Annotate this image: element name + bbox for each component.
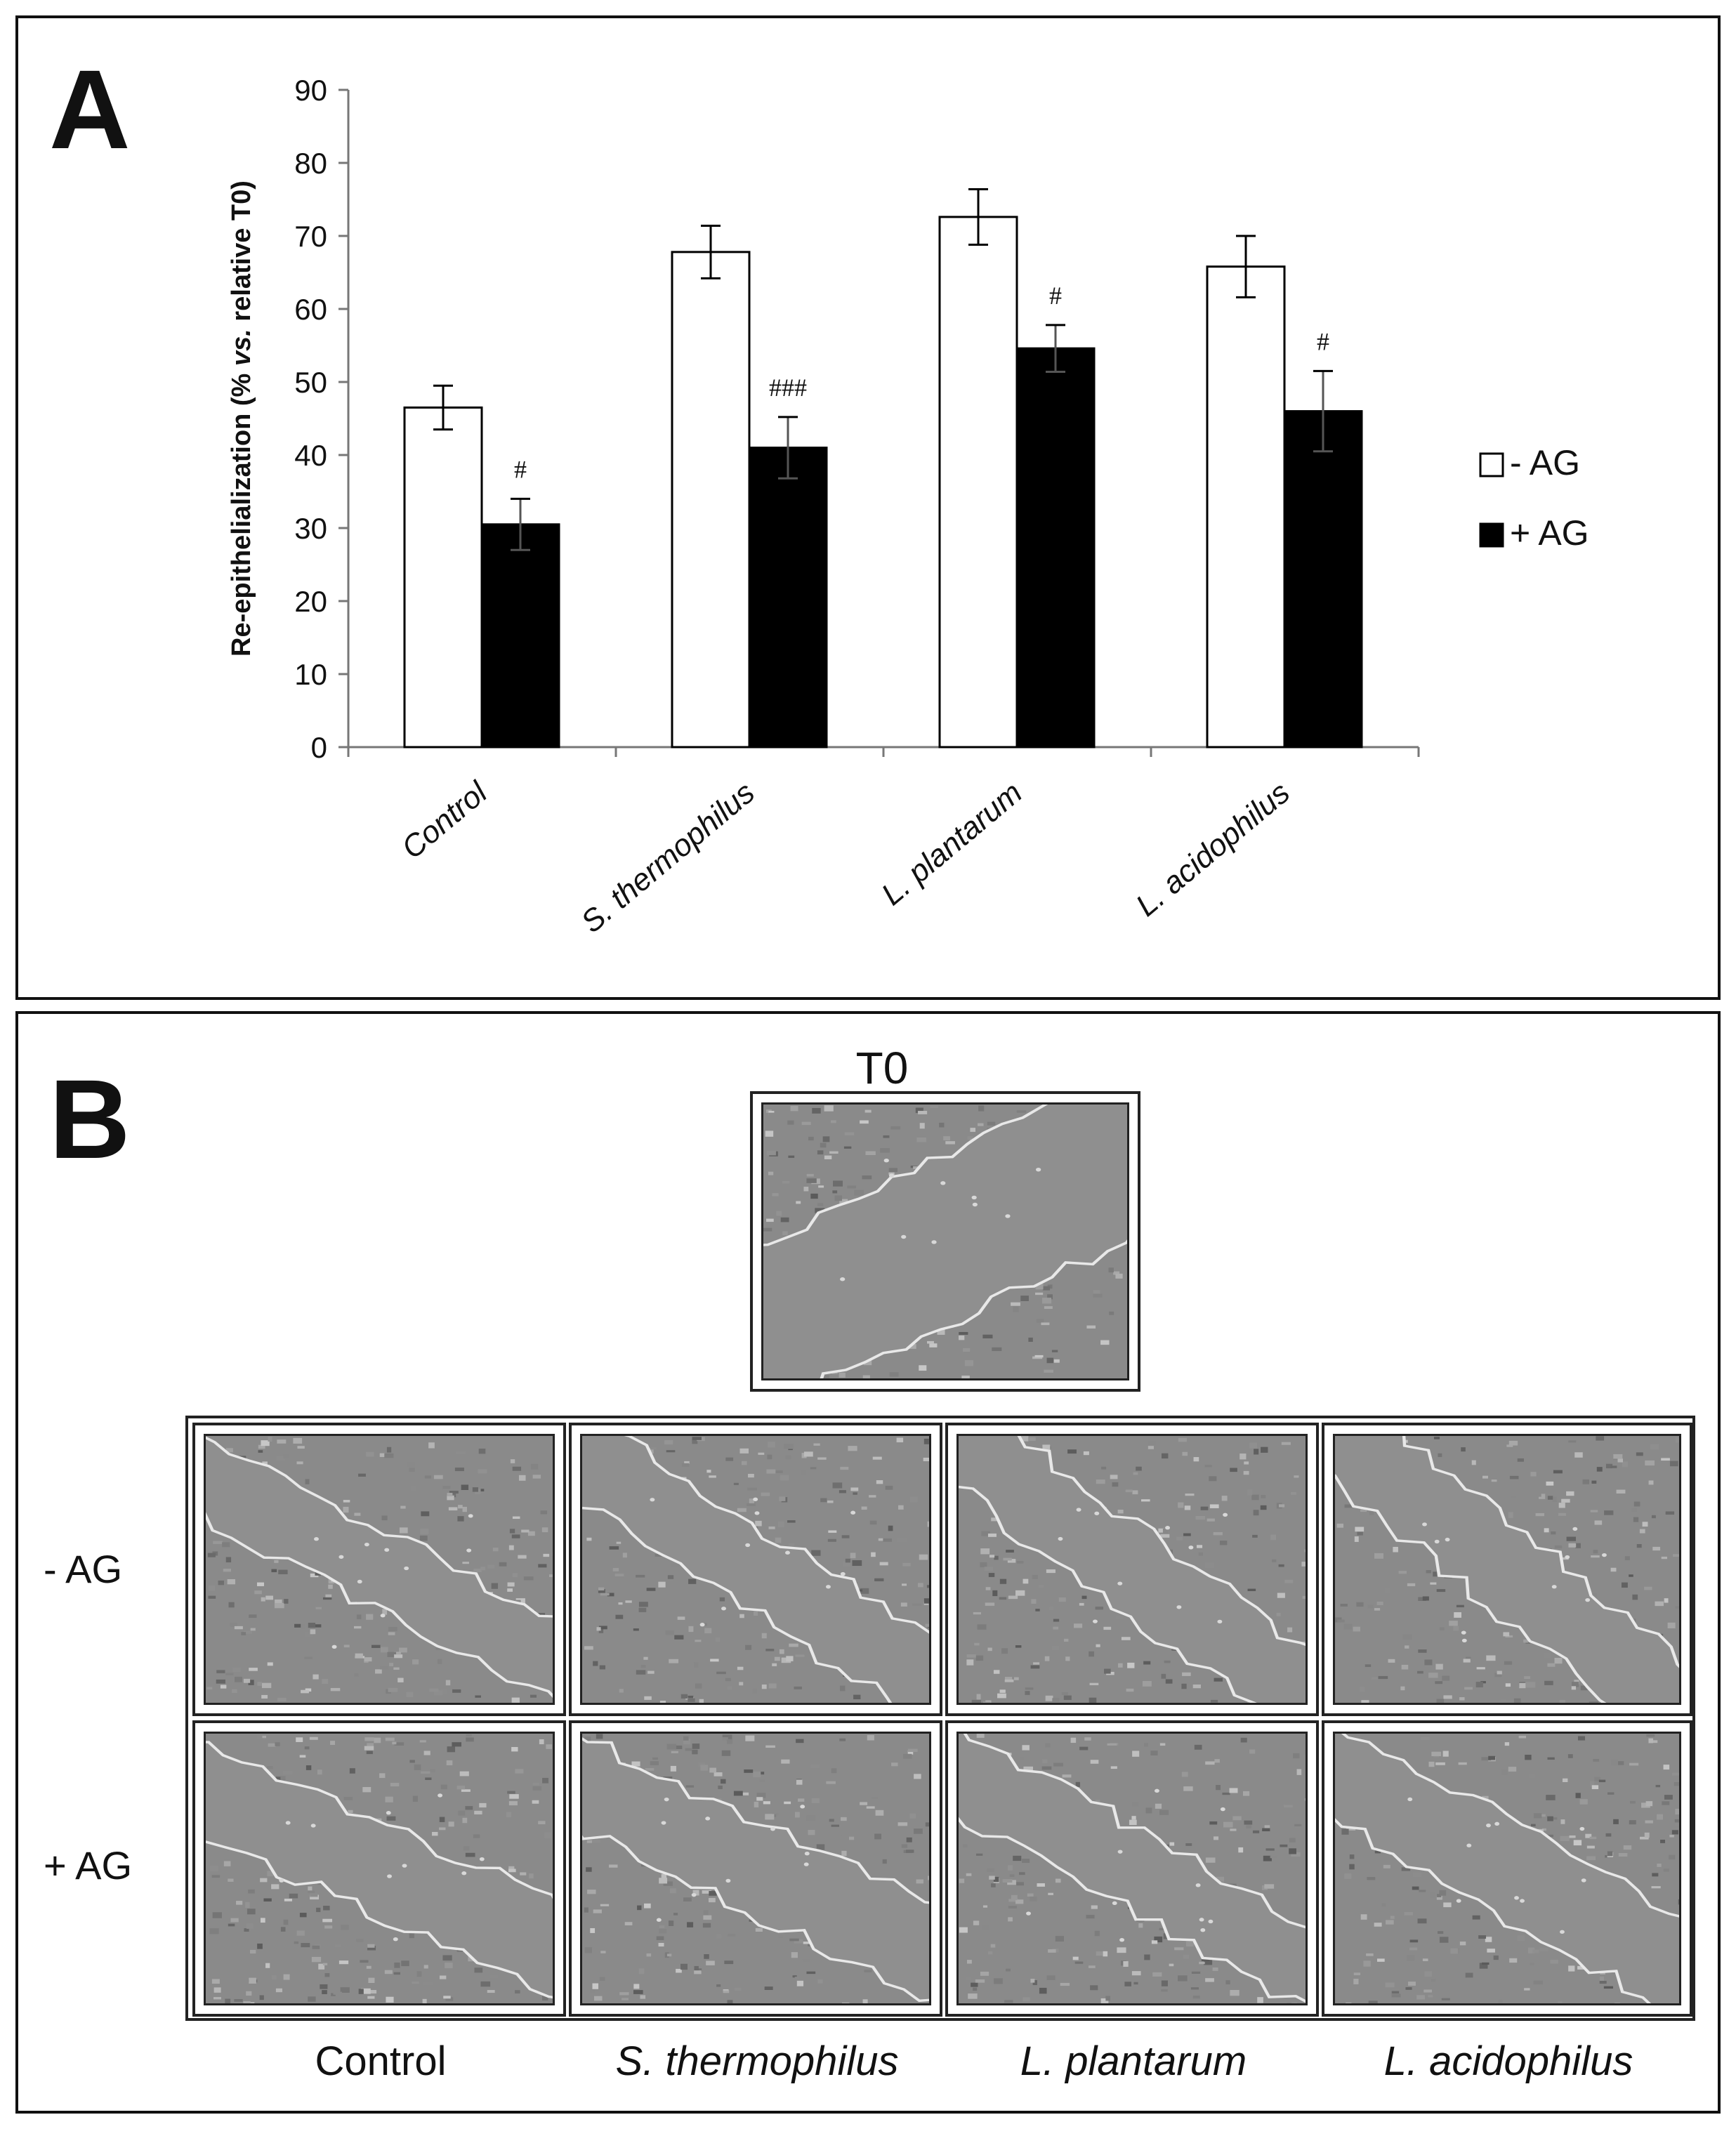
micrograph-t0-image (763, 1105, 1127, 1378)
panel-a-letter: A (49, 46, 131, 172)
legend-swatch-minus-ag (1479, 452, 1504, 477)
micrograph-image (959, 1436, 1306, 1703)
micrograph-image (1335, 1734, 1679, 2003)
legend-label-plus-ag: + AG (1510, 513, 1589, 553)
y-tick-label: 40 (294, 439, 327, 472)
micrograph-image (959, 1734, 1306, 2003)
bar-plus-ag (480, 523, 560, 749)
column-label-l-acidophilus: L. acidophilus (1383, 2038, 1633, 2084)
x-category-label: L. plantarum (875, 775, 1029, 912)
bar-minus-ag (403, 406, 483, 749)
row-label-minus-ag: - AG (44, 1547, 123, 1591)
y-tick-label: 30 (294, 512, 327, 545)
significance-marker: # (1049, 282, 1062, 310)
micrograph-control-plus-ag (192, 1720, 566, 2017)
bar-chart: 0 10 20 30 40 50 60 70 80 90 Re-epithelialization … (227, 74, 1589, 940)
micrograph-l-plantarum-plus-ag (945, 1720, 1319, 2017)
micrograph-image (1335, 1436, 1679, 1703)
column-label-control: Control (315, 2038, 447, 2084)
y-tick-label: 70 (294, 220, 327, 253)
micrograph-image (206, 1436, 553, 1703)
micrograph-l-acidophilus-plus-ag (1322, 1720, 1692, 2017)
y-tick-label: 10 (294, 658, 327, 691)
panel-b-letter: B (49, 1056, 131, 1182)
micrograph-control-minus-ag (192, 1423, 566, 1716)
x-category-label: S. thermophilus (574, 775, 761, 940)
y-tick-label: 0 (311, 731, 327, 764)
significance-marker: # (1317, 327, 1329, 355)
panel-a: A 0 10 20 30 40 50 60 70 80 90 Re-epithelializatio… (15, 15, 1721, 1000)
significance-marker: # (514, 455, 527, 483)
column-label-l-plantarum: L. plantarum (1020, 2038, 1247, 2084)
bar-minus-ag (938, 216, 1018, 749)
row-label-plus-ag: + AG (44, 1843, 133, 1887)
micrograph-grid-border (185, 1416, 1695, 2021)
micrograph-l-plantarum-minus-ag (945, 1423, 1319, 1716)
column-label-s-thermophilus: S. thermophilus (615, 2038, 899, 2084)
micrograph-image (582, 1734, 929, 2003)
micrograph-t0 (750, 1091, 1140, 1392)
x-category-label: L. acidophilus (1129, 775, 1296, 923)
bar-minus-ag (671, 251, 751, 749)
micrograph-s-thermophilus-plus-ag (569, 1720, 942, 2017)
y-axis-label: Re-epithelialization (% vs. relative T0) (227, 180, 256, 657)
panel-b: B T0 - AG + AG Control S. thermophilus L… (15, 1011, 1721, 2114)
x-category-label: Control (395, 775, 494, 865)
bar-plus-ag (748, 447, 828, 749)
y-tick-label: 20 (294, 585, 327, 618)
legend-swatch-plus-ag (1479, 522, 1504, 548)
micrograph-s-thermophilus-minus-ag (569, 1423, 942, 1716)
y-tick-label: 60 (294, 293, 327, 326)
micrograph-image (206, 1734, 553, 2003)
significance-marker: ### (769, 374, 807, 402)
legend-label-minus-ag: - AG (1510, 443, 1580, 482)
bar-plus-ag (1283, 410, 1363, 749)
t0-label: T0 (855, 1043, 909, 1093)
y-tick-label: 50 (294, 366, 327, 399)
y-tick-label: 90 (294, 74, 327, 107)
bar-minus-ag (1206, 265, 1286, 749)
micrograph-image (582, 1436, 929, 1703)
bar-plus-ag (1015, 347, 1096, 749)
micrograph-l-acidophilus-minus-ag (1322, 1423, 1692, 1716)
y-tick-label: 80 (294, 147, 327, 180)
